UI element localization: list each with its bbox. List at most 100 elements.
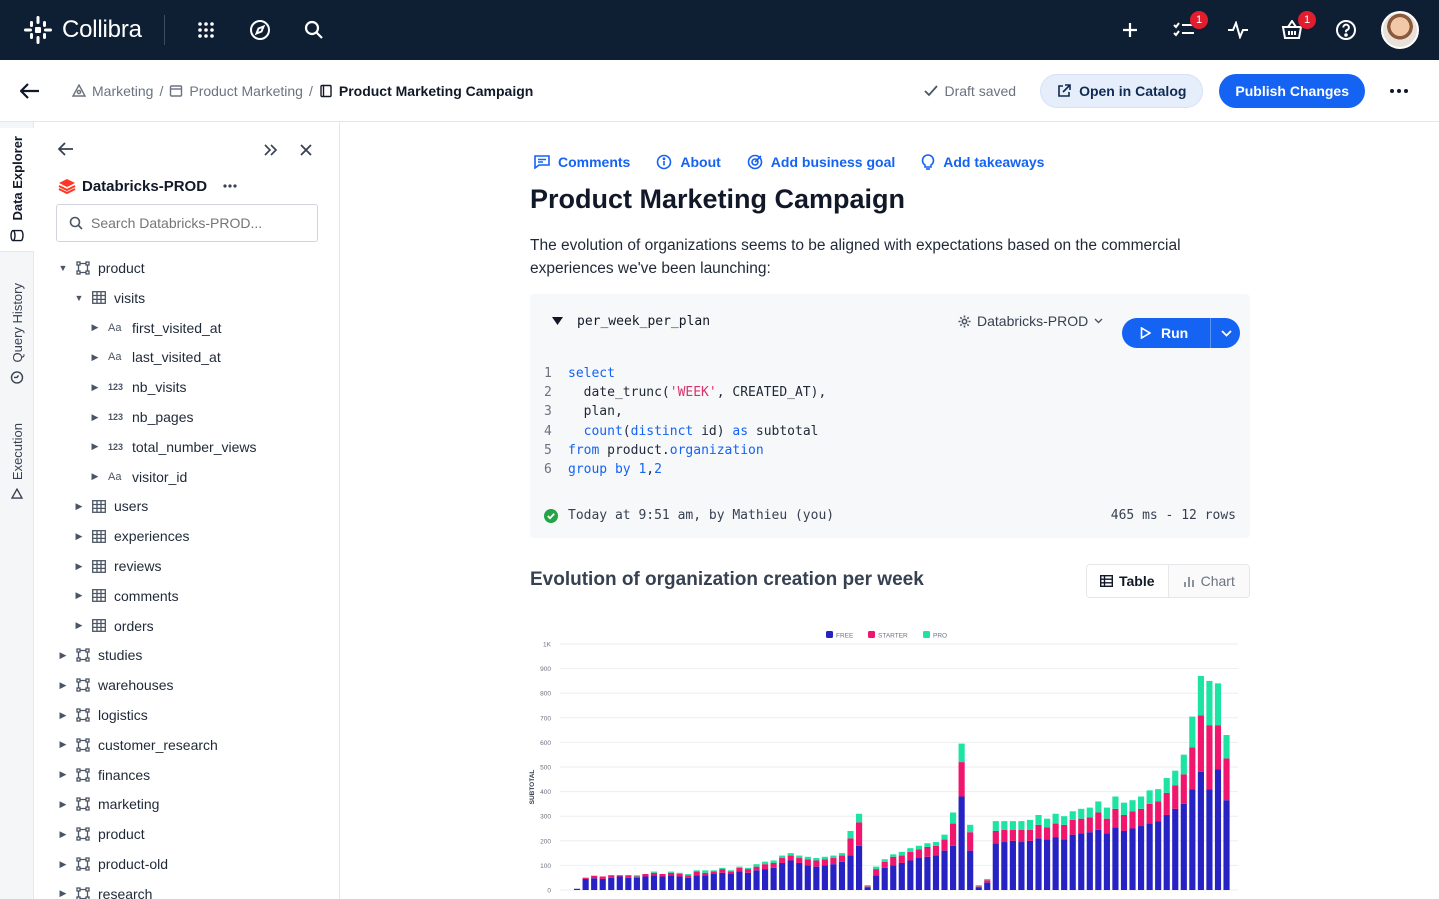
user-avatar[interactable] bbox=[1381, 11, 1419, 49]
tree-item[interactable]: ▶ warehouses bbox=[58, 670, 174, 700]
tree-item-label: product-old bbox=[98, 856, 169, 872]
bar-segment-pro bbox=[668, 871, 675, 873]
back-arrow-icon[interactable] bbox=[18, 79, 42, 103]
tree-item[interactable]: ▶ users bbox=[74, 491, 149, 521]
caret-right-icon[interactable]: ▶ bbox=[75, 530, 83, 541]
collapse-caret-icon[interactable] bbox=[552, 317, 563, 325]
caret-right-icon[interactable]: ▶ bbox=[59, 709, 67, 720]
caret-right-icon[interactable]: ▶ bbox=[59, 769, 67, 780]
breadcrumb-item-marketing[interactable]: Marketing bbox=[92, 82, 154, 99]
tree-item[interactable]: ▼ visits bbox=[74, 283, 146, 313]
activity-icon[interactable] bbox=[1223, 15, 1253, 45]
caret-right-icon[interactable]: ▶ bbox=[75, 500, 83, 511]
tree-item[interactable]: ▶ studies bbox=[58, 640, 143, 670]
checklist-icon[interactable]: 1 bbox=[1169, 11, 1208, 45]
table-view-button[interactable]: Table bbox=[1087, 565, 1169, 597]
data-explorer-panel: Databricks-PROD ▼ product ▼ visits ▶ Aa first_… bbox=[34, 122, 340, 899]
tree-item[interactable]: ▶ reviews bbox=[74, 551, 162, 581]
tab-data-explorer[interactable]: Data Explorer bbox=[0, 128, 34, 252]
caret-right-icon[interactable]: ▶ bbox=[91, 411, 99, 422]
add-takeaways-action[interactable]: Add takeaways bbox=[921, 154, 1044, 170]
bar-segment-starter bbox=[1035, 824, 1042, 839]
datasource-more-icon[interactable] bbox=[223, 184, 237, 188]
tree-item[interactable]: ▶ 123 total_number_views bbox=[90, 432, 257, 462]
page-header-bar: Marketing / Product Marketing / Product … bbox=[0, 60, 1439, 122]
panel-back-icon[interactable] bbox=[57, 142, 74, 161]
caret-right-icon[interactable]: ▶ bbox=[59, 828, 67, 839]
caret-right-icon[interactable]: ▶ bbox=[59, 858, 67, 869]
comments-action[interactable]: Comments bbox=[534, 154, 630, 170]
open-in-catalog-button[interactable]: Open in Catalog bbox=[1040, 73, 1204, 108]
tree-item[interactable]: ▶ orders bbox=[74, 611, 154, 641]
caret-right-icon[interactable]: ▶ bbox=[75, 560, 83, 571]
chart-view-button[interactable]: Chart bbox=[1168, 565, 1249, 597]
compass-icon[interactable] bbox=[245, 15, 275, 45]
bar-segment-starter bbox=[967, 832, 974, 851]
expand-panel-icon[interactable] bbox=[264, 143, 278, 161]
help-icon[interactable] bbox=[1331, 15, 1361, 45]
bar-segment-free bbox=[941, 850, 948, 890]
app-launcher-icon[interactable] bbox=[191, 15, 221, 45]
caret-right-icon[interactable]: ▶ bbox=[91, 381, 99, 392]
caret-right-icon[interactable]: ▶ bbox=[91, 351, 99, 362]
caret-right-icon[interactable]: ▶ bbox=[59, 739, 67, 750]
bar-segment-free bbox=[599, 878, 606, 890]
tree-item[interactable]: ▼ product bbox=[58, 253, 145, 283]
caret-right-icon[interactable]: ▶ bbox=[75, 590, 83, 601]
basket-icon[interactable]: 1 bbox=[1277, 11, 1316, 45]
bar-segment-starter bbox=[770, 862, 777, 868]
tree-item[interactable]: ▶ product bbox=[58, 819, 145, 849]
caret-right-icon[interactable]: ▶ bbox=[91, 471, 99, 482]
tree-item[interactable]: ▶ customer_research bbox=[58, 730, 218, 760]
draft-status: Draft saved bbox=[924, 83, 1016, 99]
collibra-logo[interactable]: Collibra bbox=[22, 14, 142, 46]
sql-code[interactable]: 1 select 2 date_trunc('WEEK', CREATED_AT)… bbox=[544, 364, 826, 479]
bar-segment-starter bbox=[744, 869, 752, 873]
publish-changes-button[interactable]: Publish Changes bbox=[1219, 73, 1365, 108]
tree-item[interactable]: ▶ product-old bbox=[58, 849, 169, 879]
caret-down-icon[interactable]: ▼ bbox=[74, 292, 84, 303]
tree-item[interactable]: ▶ Aa first_visited_at bbox=[90, 313, 222, 343]
tree-item[interactable]: ▶ Aa last_visited_at bbox=[90, 342, 221, 372]
draft-status-text: Draft saved bbox=[944, 82, 1017, 99]
plus-icon[interactable] bbox=[1115, 15, 1145, 45]
search-icon[interactable] bbox=[299, 15, 329, 45]
bar-segment-starter bbox=[608, 875, 615, 878]
caret-right-icon[interactable]: ▶ bbox=[59, 888, 67, 899]
bar-segment-starter bbox=[676, 874, 683, 877]
caret-right-icon[interactable]: ▶ bbox=[75, 620, 83, 631]
close-panel-icon[interactable] bbox=[300, 143, 312, 161]
tree-item[interactable]: ▶ marketing bbox=[58, 789, 160, 819]
tab-execution[interactable]: Execution bbox=[0, 412, 34, 512]
tree-item[interactable]: ▶ research bbox=[58, 879, 152, 899]
run-button[interactable]: Run bbox=[1122, 318, 1240, 348]
caret-right-icon[interactable]: ▶ bbox=[91, 441, 99, 452]
caret-down-icon[interactable]: ▼ bbox=[58, 263, 68, 273]
about-action[interactable]: About bbox=[656, 154, 721, 170]
tree-item[interactable]: ▶ 123 nb_visits bbox=[90, 372, 187, 402]
more-options-icon[interactable] bbox=[1389, 88, 1409, 93]
caret-right-icon[interactable]: ▶ bbox=[59, 798, 67, 809]
tree-item[interactable]: ▶ experiences bbox=[74, 521, 190, 551]
datasource-select[interactable]: Databricks-PROD bbox=[958, 313, 1103, 329]
bar-segment-starter bbox=[693, 871, 700, 876]
tab-query-history[interactable]: Query History bbox=[0, 272, 34, 396]
tree-item[interactable]: ▶ 123 nb_pages bbox=[90, 402, 194, 432]
breadcrumb-item-product-marketing[interactable]: Product Marketing bbox=[189, 82, 303, 99]
tree-item[interactable]: ▶ comments bbox=[74, 581, 179, 611]
add-business-goal-action[interactable]: Add business goal bbox=[747, 154, 895, 170]
caret-right-icon[interactable]: ▶ bbox=[91, 322, 99, 333]
bar-segment-pro bbox=[753, 864, 760, 867]
caret-right-icon[interactable]: ▶ bbox=[59, 679, 67, 690]
tree-item[interactable]: ▶ Aa visitor_id bbox=[90, 462, 188, 492]
tree-item[interactable]: ▶ logistics bbox=[58, 700, 148, 730]
tree-item[interactable]: ▶ finances bbox=[58, 760, 151, 790]
bar-segment-pro bbox=[1001, 821, 1008, 830]
caret-right-icon[interactable]: ▶ bbox=[59, 649, 67, 660]
bar-segment-starter bbox=[1223, 758, 1230, 801]
bar-segment-pro bbox=[1138, 796, 1145, 809]
explorer-search[interactable] bbox=[56, 204, 318, 242]
explorer-search-input[interactable] bbox=[91, 215, 311, 231]
bar-segment-starter bbox=[1163, 792, 1170, 815]
run-options-chevron-icon[interactable] bbox=[1221, 329, 1232, 337]
